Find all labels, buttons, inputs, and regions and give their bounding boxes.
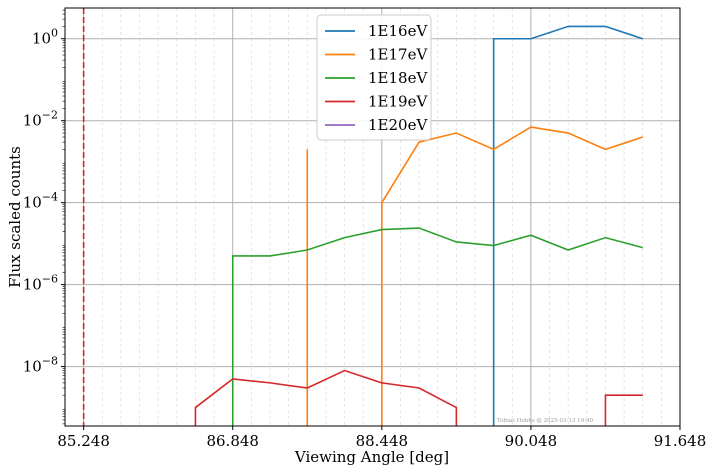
x-tick-label: 88.448 xyxy=(356,432,409,450)
legend: 1E16eV 1E17eV 1E18eV 1E19eV 1E20eV xyxy=(316,14,432,141)
series-line-1E18eV xyxy=(231,227,643,426)
y-tick-label: 10−4 xyxy=(23,191,58,212)
y-axis-label: Flux scaled counts xyxy=(6,146,24,288)
watermark-text: Tobias Hobbs @ 2025-03-13 19:40 xyxy=(497,417,593,424)
x-tick-label: 90.048 xyxy=(505,432,558,450)
legend-label: 1E18eV xyxy=(368,69,428,87)
x-tick-label: 86.848 xyxy=(206,432,259,450)
y-tick-label: 10−2 xyxy=(23,109,58,130)
legend-label: 1E16eV xyxy=(368,22,428,40)
y-axis-ticks: 10−8 10−6 10−4 10−2 100 xyxy=(23,9,65,425)
x-axis-ticks: 85.248 86.848 88.448 90.048 91.648 xyxy=(57,426,706,450)
legend-box xyxy=(316,14,432,141)
series-layer xyxy=(82,8,643,426)
x-tick-label: 85.248 xyxy=(57,432,110,450)
x-axis-label: Viewing Angle [deg] xyxy=(294,448,449,466)
series-line-1E19eV xyxy=(194,369,643,426)
x-tick-label: 91.648 xyxy=(654,432,707,450)
plot-frame xyxy=(64,7,681,427)
legend-label: 1E20eV xyxy=(368,116,428,134)
y-tick-label: 10−6 xyxy=(23,273,58,294)
series-line-1E16eV xyxy=(492,25,643,426)
legend-label: 1E19eV xyxy=(368,93,428,111)
series-line-1E17eV xyxy=(306,126,643,426)
legend-label: 1E17eV xyxy=(368,46,428,64)
y-tick-label: 10−8 xyxy=(23,355,58,376)
y-tick-label: 100 xyxy=(32,27,58,48)
